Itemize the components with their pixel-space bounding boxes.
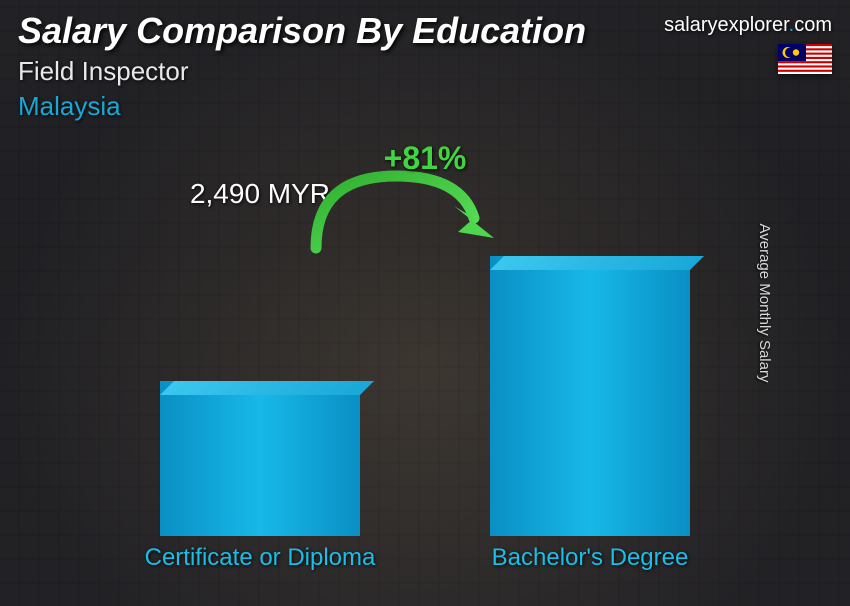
bar-top-1 <box>490 256 704 270</box>
bar-front-0 <box>160 381 360 536</box>
bar-1 <box>490 256 690 536</box>
bar-group-0: 2,490 MYR Certificate or Diploma <box>120 381 400 536</box>
bar-front-1 <box>490 256 690 536</box>
brand-logo: salaryexplorer.com <box>664 14 832 37</box>
bar-0 <box>160 381 360 536</box>
bar-top-0 <box>160 381 374 395</box>
job-subtitle: Field Inspector <box>18 56 832 87</box>
bar-label-1: Bachelor's Degree <box>450 544 730 572</box>
flag-icon <box>778 44 832 74</box>
brand-name-right: com <box>794 14 832 36</box>
bar-chart: +81% 2,490 MYR Certificate or Diploma 4,… <box>60 140 790 576</box>
brand-name-left: salaryexplorer <box>664 14 789 36</box>
bar-label-0: Certificate or Diploma <box>120 544 400 572</box>
delta-badge: +81% <box>384 140 467 177</box>
country-label: Malaysia <box>18 91 832 122</box>
y-axis-label: Average Monthly Salary <box>756 224 773 383</box>
bar-group-1: 4,500 MYR Bachelor's Degree <box>450 256 730 536</box>
